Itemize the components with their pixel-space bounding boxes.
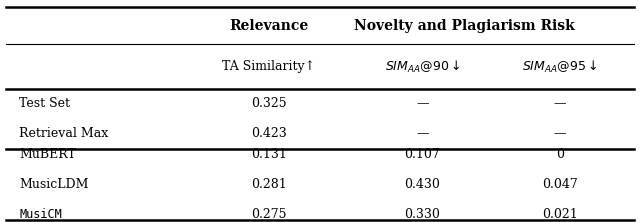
Text: Novelty and Plagiarism Risk: Novelty and Plagiarism Risk — [354, 18, 574, 33]
Text: $\mathit{SIM}_{AA}$@90$\downarrow$: $\mathit{SIM}_{AA}$@90$\downarrow$ — [385, 59, 460, 75]
Text: 0.330: 0.330 — [404, 208, 440, 221]
Text: 0.131: 0.131 — [251, 148, 287, 161]
Text: Test Set: Test Set — [19, 97, 70, 110]
Text: 0.281: 0.281 — [251, 178, 287, 191]
Text: 0.021: 0.021 — [542, 208, 578, 221]
Text: 0.423: 0.423 — [251, 127, 287, 140]
Text: 0.047: 0.047 — [542, 178, 578, 191]
Text: 0.325: 0.325 — [251, 97, 287, 110]
Text: $\mathit{SIM}_{AA}$@95$\downarrow$: $\mathit{SIM}_{AA}$@95$\downarrow$ — [522, 59, 598, 75]
Text: —: — — [554, 97, 566, 110]
Text: MusiCM: MusiCM — [19, 208, 62, 221]
Text: —: — — [554, 127, 566, 140]
Text: —: — — [416, 97, 429, 110]
Text: TA Similarity↑: TA Similarity↑ — [222, 60, 316, 73]
Text: Retrieval Max: Retrieval Max — [19, 127, 108, 140]
Text: 0.107: 0.107 — [404, 148, 440, 161]
Text: 0.275: 0.275 — [251, 208, 287, 221]
Text: MuBERT: MuBERT — [19, 148, 76, 161]
Text: 0: 0 — [556, 148, 564, 161]
Text: —: — — [416, 127, 429, 140]
Text: MusicLDM: MusicLDM — [19, 178, 89, 191]
Text: Relevance: Relevance — [229, 18, 308, 33]
Text: 0.430: 0.430 — [404, 178, 440, 191]
